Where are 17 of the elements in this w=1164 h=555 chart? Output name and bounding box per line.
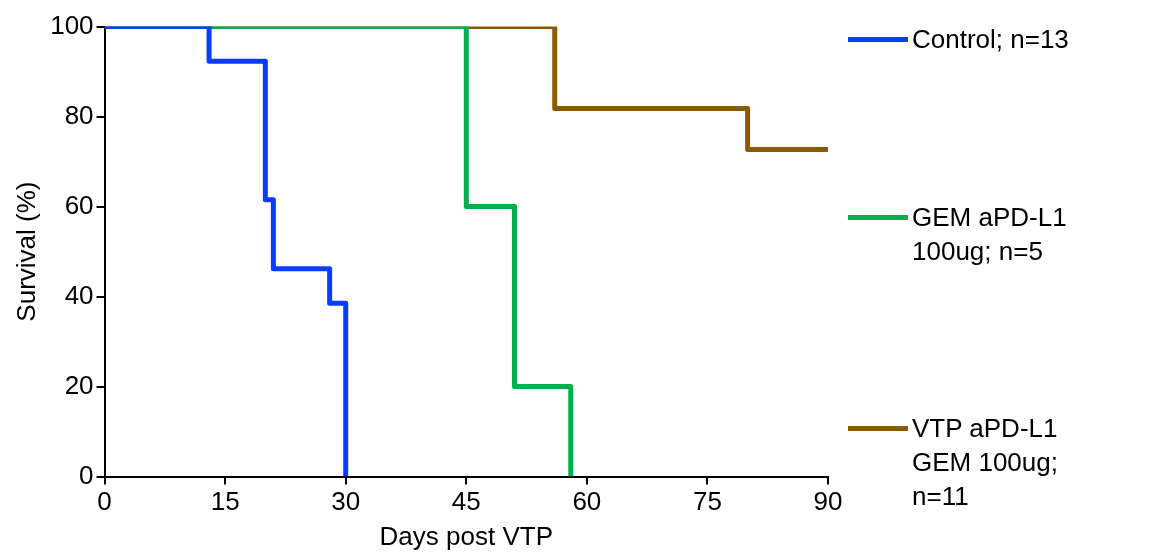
legend-label: GEM aPD-L1 100ug; n=5 — [912, 200, 1068, 268]
y-axis-title: Survival (%) — [10, 181, 41, 322]
x-tick-label: 75 — [692, 486, 722, 517]
legend-label: Control; n=13 — [912, 23, 1070, 56]
y-tick-label: 0 — [79, 459, 94, 490]
y-tick-label: 100 — [50, 9, 94, 40]
y-tick-label: 40 — [64, 279, 94, 310]
x-tick-label: 90 — [813, 486, 843, 517]
x-tick-label: 15 — [210, 486, 240, 517]
y-tick-label: 20 — [64, 369, 94, 400]
x-tick-label: 45 — [451, 486, 481, 517]
legend-label: VTP aPD-L1 GEM 100ug; n=11 — [912, 412, 1059, 513]
x-tick-label: 60 — [572, 486, 602, 517]
y-tick-label: 80 — [64, 99, 94, 130]
x-tick-label: 30 — [331, 486, 361, 517]
y-tick-label: 60 — [64, 189, 94, 220]
x-axis-title: Days post VTP — [379, 520, 553, 551]
